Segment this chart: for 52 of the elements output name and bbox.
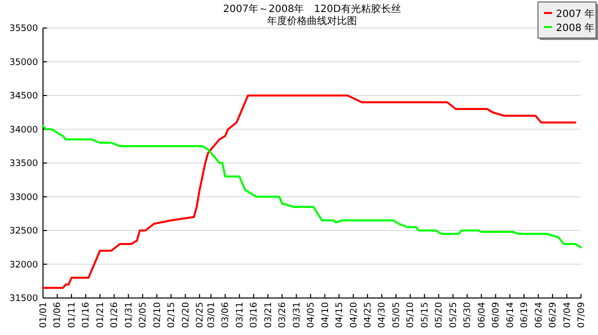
x-tick-label: 02/25 bbox=[196, 302, 206, 328]
x-tick-label: 06/29 bbox=[548, 302, 559, 328]
x-tick-label: 06/14 bbox=[506, 302, 516, 328]
x-tick-label: 05/30 bbox=[463, 302, 474, 328]
x-tick-label: 07/04 bbox=[562, 302, 573, 328]
y-tick-label: 31500 bbox=[9, 294, 38, 304]
x-tick-label: 02/10 bbox=[152, 302, 163, 328]
y-tick-label: 34500 bbox=[9, 92, 38, 102]
x-tick-label: 04/30 bbox=[378, 302, 388, 328]
x-tick-label: 05/05 bbox=[392, 302, 402, 328]
x-tick-label: 03/06 bbox=[221, 302, 232, 328]
chart-subtitle: 年度价格曲线对比图 bbox=[267, 15, 357, 27]
x-tick-label: 03/16 bbox=[250, 302, 260, 328]
x-tick-label: 03/01 bbox=[206, 302, 217, 328]
y-tick-label: 33500 bbox=[9, 159, 38, 169]
x-tick-label: 05/25 bbox=[448, 302, 459, 328]
legend-label: 2008 年 bbox=[556, 22, 595, 34]
x-tick-label: 01/31 bbox=[124, 302, 134, 328]
x-tick-label: 02/05 bbox=[138, 302, 149, 328]
x-tick-label: 01/11 bbox=[67, 302, 78, 328]
x-tick-label: 06/04 bbox=[477, 302, 488, 328]
y-tick-label: 33000 bbox=[9, 192, 38, 203]
x-tick-label: 01/01 bbox=[39, 302, 49, 328]
x-tick-label: 06/19 bbox=[520, 302, 530, 328]
x-tick-label: 01/21 bbox=[96, 302, 106, 328]
x-tick-label: 06/24 bbox=[534, 302, 544, 328]
x-tick-label: 01/06 bbox=[53, 302, 64, 328]
x-tick-label: 02/20 bbox=[181, 302, 192, 328]
chart-title: 2007年～2008年 120D有光粘胶长丝 bbox=[223, 3, 401, 15]
y-tick-label: 35000 bbox=[9, 58, 38, 68]
x-tick-label: 01/16 bbox=[82, 302, 92, 328]
legend-label: 2007 年 bbox=[556, 8, 595, 20]
x-tick-label: 05/10 bbox=[406, 302, 416, 328]
x-tick-label: 04/15 bbox=[335, 302, 346, 328]
y-tick-label: 32500 bbox=[9, 226, 38, 236]
x-tick-label: 07/09 bbox=[577, 302, 587, 328]
x-tick-label: 01/26 bbox=[110, 302, 120, 328]
x-tick-label: 03/11 bbox=[235, 302, 246, 328]
x-tick-label: 02/15 bbox=[167, 302, 178, 328]
x-tick-label: 05/15 bbox=[420, 302, 430, 328]
y-tick-label: 34000 bbox=[9, 125, 38, 136]
y-tick-label: 35500 bbox=[9, 24, 38, 34]
x-tick-label: 03/21 bbox=[264, 302, 274, 328]
y-tick-label: 32000 bbox=[9, 260, 38, 270]
x-tick-label: 04/25 bbox=[364, 302, 374, 328]
x-tick-label: 05/20 bbox=[434, 302, 445, 328]
x-tick-label: 04/05 bbox=[306, 302, 317, 328]
x-tick-label: 03/31 bbox=[292, 302, 302, 328]
x-tick-label: 03/26 bbox=[278, 302, 288, 328]
x-tick-label: 06/09 bbox=[492, 302, 502, 328]
x-tick-label: 04/20 bbox=[349, 302, 360, 328]
x-tick-label: 04/10 bbox=[320, 302, 331, 328]
